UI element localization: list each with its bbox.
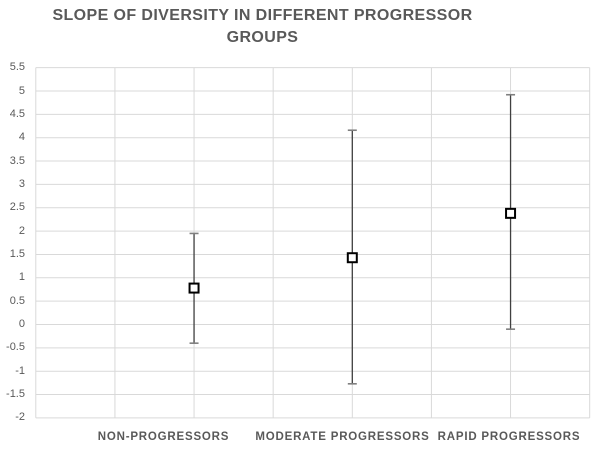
y-axis-tick-label: -1 <box>15 364 25 377</box>
y-axis-tick-label: 1.5 <box>9 247 25 260</box>
y-axis-tick-label: 5 <box>18 84 25 97</box>
data-point-marker <box>188 282 200 294</box>
y-axis-tick-label: 4.5 <box>9 107 25 120</box>
y-axis-tick-label: -2 <box>15 411 25 424</box>
y-axis-tick-label: 3 <box>18 177 25 190</box>
y-axis-tick-label: 3.5 <box>9 154 25 167</box>
data-point-marker <box>346 252 358 264</box>
y-axis-tick-label: -0.5 <box>6 341 25 354</box>
y-axis-tick-label: 0.5 <box>9 294 25 307</box>
y-axis-tick-label: 5.5 <box>9 61 25 74</box>
data-point-marker <box>505 207 517 219</box>
x-axis-category-label: RAPID PROGRESSORS <box>437 431 581 443</box>
y-axis-tick-label: 2.5 <box>9 201 25 214</box>
x-axis-category-label: NON-PROGRESSORS <box>97 431 230 443</box>
x-axis-category-label: MODERATE PROGRESSORS <box>255 431 430 443</box>
y-axis-tick-label: 1 <box>18 271 25 284</box>
y-axis-tick-label: 2 <box>18 224 25 237</box>
y-axis-tick-label: 4 <box>18 131 25 144</box>
y-axis-tick-label: -1.5 <box>6 388 25 401</box>
y-axis-tick-label: 0 <box>18 318 25 330</box>
chart-title: SLOPE OF DIVERSITY IN DIFFERENT PROGRESS… <box>52 7 473 46</box>
